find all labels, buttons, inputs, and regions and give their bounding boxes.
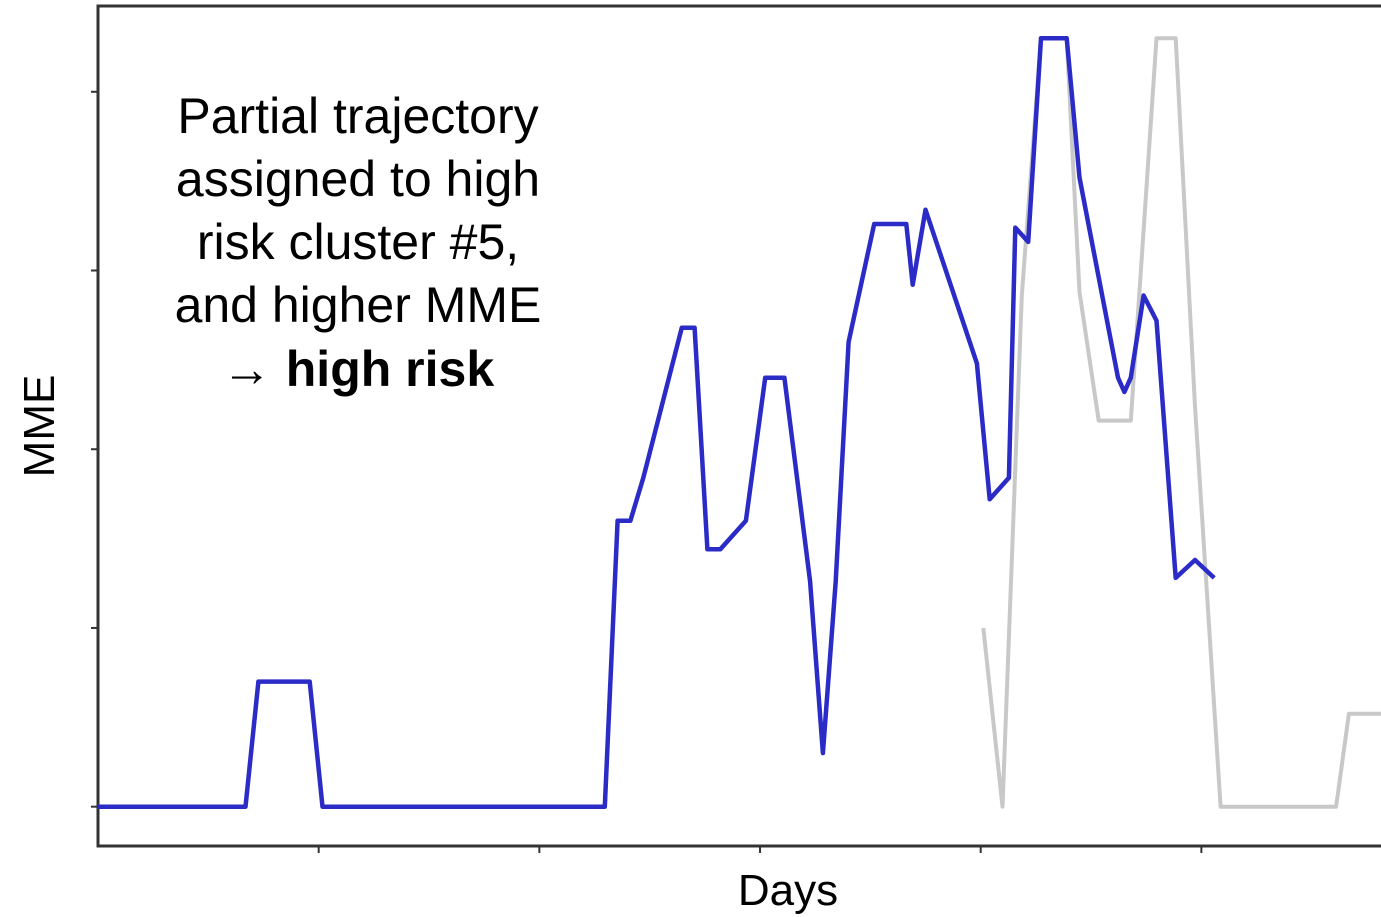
annotation-text: Partial trajectory assigned to high risk…	[175, 88, 542, 397]
annotation-conclusion-label: high risk	[286, 341, 495, 397]
x-ticks	[317, 846, 1203, 853]
annotation-line-1: Partial trajectory	[177, 88, 538, 144]
arrow-icon: →	[222, 341, 272, 397]
axes	[96, 4, 1381, 848]
y-axis-label: MME	[15, 375, 64, 478]
annotation-line-3: risk cluster #5,	[197, 214, 519, 270]
series-line-future	[981, 36, 1381, 809]
annotation-line-2: assigned to high	[176, 151, 540, 207]
annotation-conclusion: → high risk	[222, 341, 494, 397]
annotation-line-4: and higher MME	[175, 277, 542, 333]
x-axis-label: Days	[738, 866, 838, 915]
series-layer	[98, 35, 1381, 809]
series-line-observed	[98, 35, 1216, 809]
y-ticks	[91, 90, 98, 808]
